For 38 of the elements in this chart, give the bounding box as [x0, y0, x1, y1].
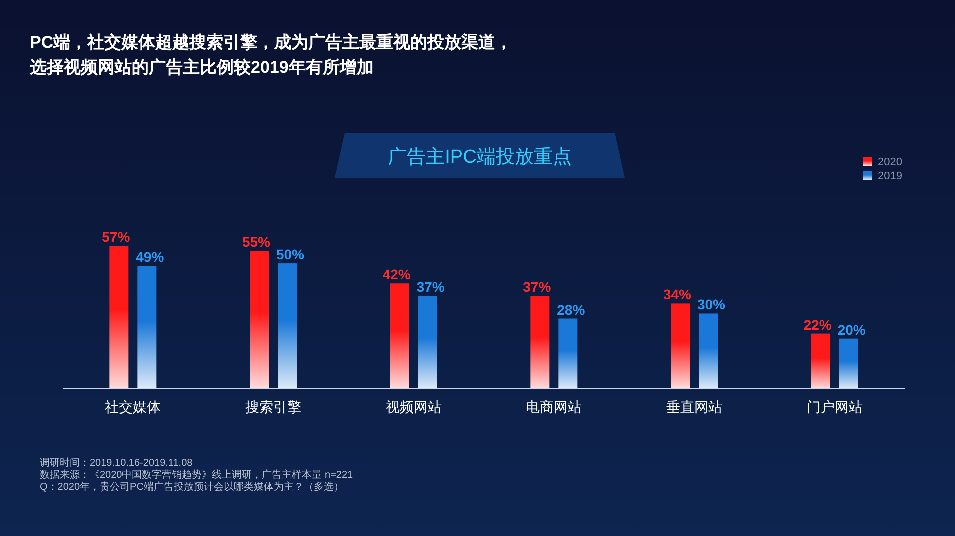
- chart-title: PC端，社交媒体超越搜索引擎，成为广告主最重视的投放渠道，: [30, 33, 513, 52]
- bar: [811, 334, 830, 389]
- bar: [390, 284, 410, 389]
- data-label: 37%: [523, 279, 552, 296]
- data-label: 55%: [242, 234, 272, 250]
- data-label: 22%: [804, 316, 832, 333]
- chart-subtitle: 选择视频网站的广告主比例较2019年有所增加: [29, 58, 374, 77]
- data-label: 20%: [838, 322, 866, 338]
- bar: [839, 338, 858, 389]
- x-tick-label: 搜索引擎: [246, 399, 302, 415]
- data-label: 37%: [416, 279, 446, 296]
- bar: [671, 304, 690, 389]
- data-label: 34%: [663, 286, 692, 303]
- text: Q：2020年，贵公司PC端广告投放预计会以哪类媒体为主？（多选）: [40, 481, 344, 493]
- legend-title: 广告主IPC端投放重点: [388, 146, 572, 168]
- bar: [138, 266, 157, 389]
- bar: [418, 296, 438, 389]
- source-note: 数据来源：《2020中国数字营销趋势》线上调研，广告主样本量 n=221: [40, 469, 354, 481]
- bar: [699, 314, 718, 389]
- bar: [278, 264, 297, 389]
- legend-label: 2019: [878, 170, 902, 182]
- text: 调研时间：2019.10.16-2019.11.08: [40, 457, 194, 469]
- data-label: 30%: [697, 296, 726, 313]
- data-label: 50%: [276, 246, 306, 263]
- data-label: 42%: [382, 266, 412, 283]
- x-tick-label: 社交媒体: [105, 399, 162, 415]
- x-tick-label: 视频网站: [386, 399, 442, 415]
- bar: [110, 246, 129, 389]
- data-label: 57%: [102, 229, 131, 245]
- data-label: 28%: [557, 302, 586, 318]
- data-label: 49%: [136, 249, 165, 266]
- x-tick-label: 门户网站: [806, 399, 863, 415]
- x-tick-label: 垂直网站: [666, 399, 722, 415]
- bar: [250, 251, 269, 389]
- bar: [530, 296, 550, 389]
- bar: [558, 318, 578, 389]
- legend-label: 2020: [878, 156, 902, 168]
- x-tick-label: 电商网站: [526, 399, 582, 415]
